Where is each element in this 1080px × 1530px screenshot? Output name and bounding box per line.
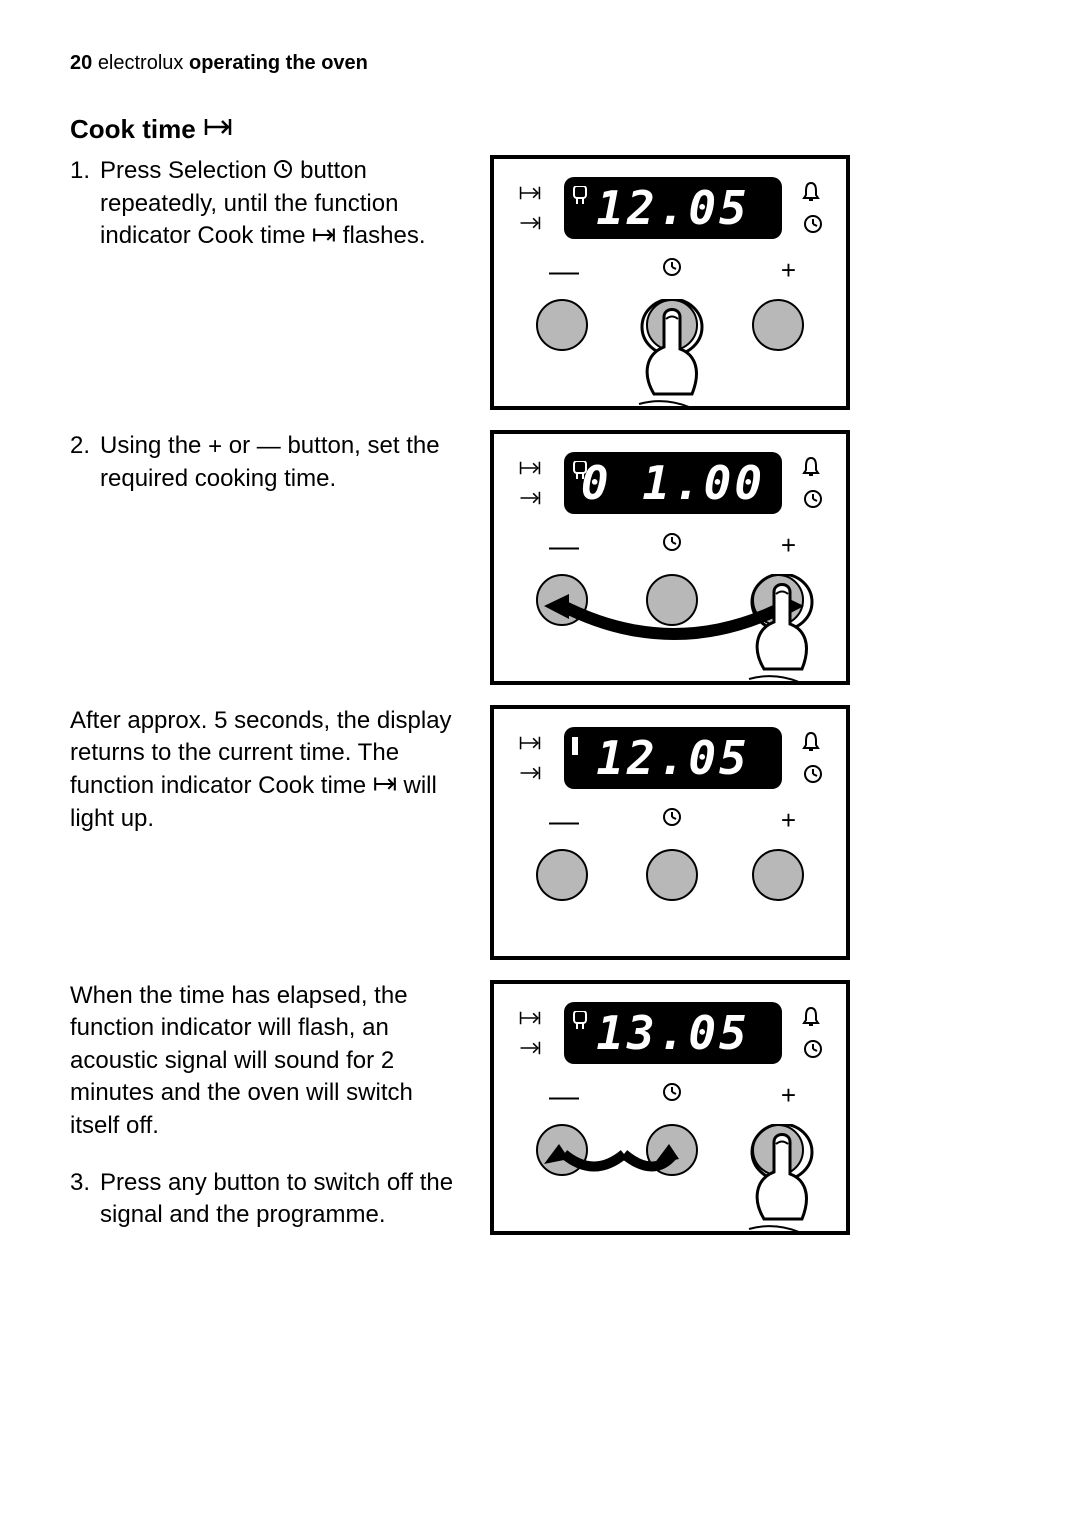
bar-indicator-icon [571, 733, 589, 753]
minus-button[interactable] [536, 299, 588, 351]
step-1-text-col: 1. Press Selection button repeatedly, un… [70, 155, 460, 410]
panel-3: 12.05 — + [490, 705, 850, 960]
page-title: Cook time [70, 112, 1010, 147]
plus-button[interactable] [752, 299, 804, 351]
plus-icon: + [781, 257, 796, 283]
lcd-value: 13.05 [596, 1002, 749, 1064]
selection-button[interactable] [646, 849, 698, 901]
press-arrows-icon [534, 1139, 704, 1194]
cook-time-icon [519, 184, 541, 206]
end-time-icon [519, 1039, 541, 1061]
section-title: operating the oven [189, 52, 368, 74]
page-number: 20 [70, 52, 92, 74]
end-time-icon [519, 489, 541, 511]
lcd-value: 0 1.00 [581, 452, 765, 514]
end-time-icon [519, 214, 541, 236]
note-2-col: When the time has elapsed, the function … [70, 980, 460, 1235]
step-2-number: 2. [70, 430, 90, 685]
panel-4: 13.05 — + [490, 980, 850, 1235]
bell-icon [801, 1006, 821, 1032]
cook-time-icon [204, 112, 232, 147]
cook-time-icon [519, 459, 541, 481]
plus-icon: + [781, 532, 796, 558]
step-3-body: Press any button to switch off the signa… [100, 1167, 460, 1232]
minus-icon: — [549, 807, 579, 837]
step-1-row: 1. Press Selection button repeatedly, un… [70, 155, 1010, 410]
note-2-row: When the time has elapsed, the function … [70, 980, 1010, 1235]
step-1-number: 1. [70, 155, 90, 410]
alarm-indicator-icon [571, 1008, 589, 1028]
minus-icon: — [257, 431, 281, 463]
step-2-row: 2. Using the + or — button, set the requ… [70, 430, 1010, 685]
cook-time-icon [519, 734, 541, 756]
cook-time-icon [312, 221, 336, 253]
title-text: Cook time [70, 112, 196, 147]
clock-icon [803, 489, 823, 513]
end-time-icon [519, 764, 541, 786]
note-1-text: After approx. 5 seconds, the display ret… [70, 705, 460, 960]
plus-icon: + [781, 807, 796, 833]
bell-icon [801, 456, 821, 482]
lcd-value: 12.05 [596, 177, 749, 239]
lcd-value: 12.05 [596, 727, 749, 789]
finger-press-icon [634, 299, 724, 419]
finger-press-icon [744, 1124, 834, 1244]
lcd-display: 0 1.00 [564, 452, 782, 514]
plus-icon: + [208, 431, 222, 463]
step-2-body: Using the + or — button, set the require… [100, 430, 460, 685]
minus-button[interactable] [536, 849, 588, 901]
minus-icon: — [549, 257, 579, 287]
clock-icon [803, 214, 823, 238]
finger-press-icon [744, 574, 834, 694]
lcd-display: 13.05 [564, 1002, 782, 1064]
cook-time-icon [519, 1009, 541, 1031]
note-1-row: After approx. 5 seconds, the display ret… [70, 705, 1010, 960]
clock-icon [273, 156, 293, 188]
step-3-text: 3. Press any button to switch off the si… [70, 1167, 460, 1232]
note-2-text: When the time has elapsed, the function … [70, 980, 460, 1142]
bell-icon [801, 731, 821, 757]
clock-icon [803, 1039, 823, 1063]
plus-icon: + [781, 1082, 796, 1108]
plus-button[interactable] [752, 849, 804, 901]
alarm-indicator-icon [571, 183, 589, 203]
bell-icon [801, 181, 821, 207]
step-2-text-col: 2. Using the + or — button, set the requ… [70, 430, 460, 685]
clock-icon [662, 1082, 682, 1106]
lcd-display: 12.05 [564, 177, 782, 239]
clock-icon [662, 532, 682, 556]
step-1-body: Press Selection button repeatedly, until… [100, 155, 460, 410]
cook-time-icon [373, 770, 397, 802]
clock-icon [662, 807, 682, 831]
lcd-display: 12.05 [564, 727, 782, 789]
page-header: 20 electrolux operating the oven [70, 50, 1010, 77]
clock-icon [803, 764, 823, 788]
panel-2: 0 1.00 — + [490, 430, 850, 685]
brand-name: electrolux [98, 52, 184, 74]
alarm-indicator-icon [571, 458, 589, 478]
panel-1: 12.05 — + [490, 155, 850, 410]
step-3-number: 3. [70, 1167, 90, 1232]
minus-icon: — [549, 1082, 579, 1112]
clock-icon [662, 257, 682, 281]
minus-icon: — [549, 532, 579, 562]
